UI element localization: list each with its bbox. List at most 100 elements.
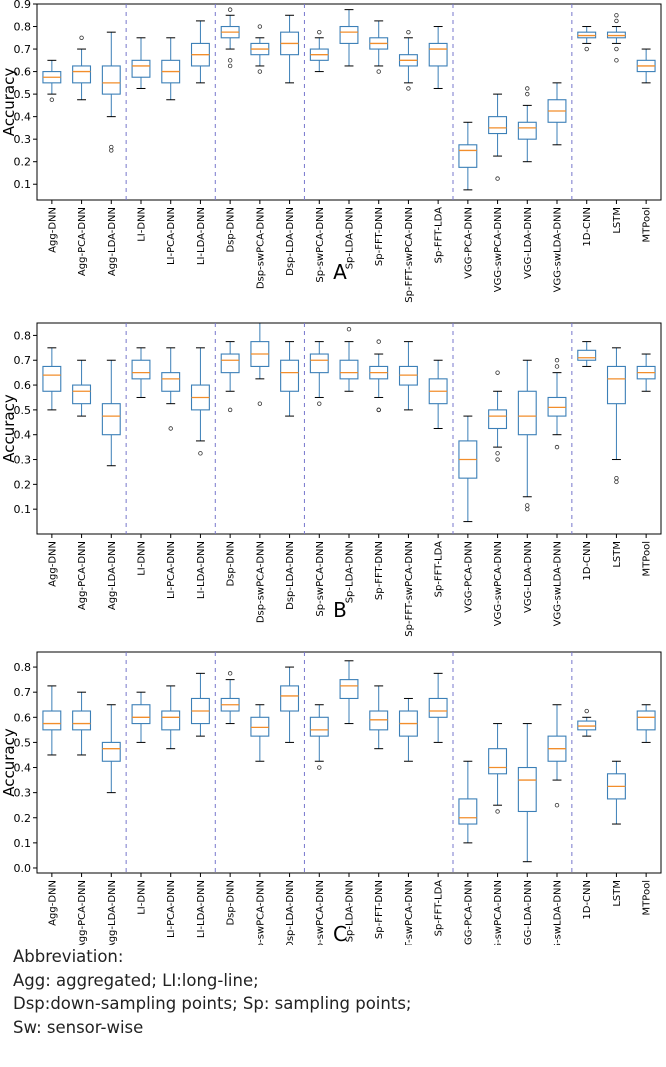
box-iqr <box>280 359 300 392</box>
box-iqr <box>428 697 448 718</box>
x-tick-label: Sp-FFT-swPCA-DNN <box>404 880 415 945</box>
y-tick-label: 0.4 <box>14 111 32 124</box>
box-outlier <box>554 358 560 363</box>
box-iqr <box>488 748 508 775</box>
x-tick-label: LI-LDA-DNN <box>196 207 207 265</box>
box-outlier <box>554 802 560 808</box>
x-tick-label: VGG-LDA-DNN <box>523 541 534 613</box>
x-tick-label: LSTM <box>612 541 623 568</box>
x-tick-label: 1D-CNN <box>582 880 593 920</box>
x-tick-label: Dsp-LDA-DNN <box>285 880 296 945</box>
x-tick-label: LI-DNN <box>137 207 148 242</box>
x-tick-label: LI-PCA-DNN <box>166 541 177 599</box>
box-outlier <box>614 46 619 52</box>
y-tick-label: 0.6 <box>14 711 32 724</box>
boxplot-figure: 0.1 0.2 0.3 0.4 0.5 0.6 0.7 0.8 0.9 Accuracy Agg-D… <box>0 0 662 945</box>
box-iqr <box>488 116 508 135</box>
x-tick-label: Sp-FFT-DNN <box>374 207 385 266</box>
y-tick-label: 0.7 <box>14 354 32 367</box>
x-tick-label: LSTM <box>612 207 623 234</box>
y-tick-label: 0.6 <box>14 66 32 79</box>
y-tick-label: 0.2 <box>14 156 32 169</box>
box-outlier <box>495 451 500 456</box>
box-outlier <box>495 809 500 814</box>
box-outlier <box>49 97 55 102</box>
x-tick-label: Sp-LDA-DNN <box>345 880 356 942</box>
box-iqr <box>220 353 240 374</box>
box-outlier <box>614 479 619 485</box>
y-axis-label: Accuracy <box>0 68 18 137</box>
box-outlier <box>198 451 203 456</box>
x-tick-label: LI-PCA-DNN <box>166 207 177 265</box>
box-iqr <box>517 390 537 436</box>
y-tick-label: 0.3 <box>14 787 32 800</box>
box-outlier <box>257 69 263 74</box>
box-outlier <box>317 29 322 35</box>
x-tick-label: MTPool <box>642 207 653 242</box>
x-tick-label: Sp-FFT-swPCA-DNN <box>404 541 415 637</box>
x-tick-label: Dsp-swPCA-DNN <box>255 880 266 945</box>
box-iqr <box>339 359 359 380</box>
box-outlier <box>406 29 411 35</box>
box-iqr <box>42 710 62 731</box>
box-iqr <box>72 710 92 731</box>
box-outlier <box>525 91 530 97</box>
box-iqr <box>101 403 121 436</box>
box-iqr <box>101 65 121 95</box>
x-tick-label: VGG-swPCA-DNN <box>493 880 504 945</box>
y-tick-label: 0.1 <box>14 837 32 850</box>
box-outlier <box>376 339 381 344</box>
box-iqr <box>72 384 92 405</box>
x-tick-label: LI-LDA-DNN <box>196 880 207 938</box>
box-iqr <box>161 372 181 392</box>
box-outlier <box>584 708 589 714</box>
x-tick-label: Agg-LDA-DNN <box>107 207 118 276</box>
box-outlier <box>227 63 233 69</box>
x-tick-label: MTPool <box>642 541 653 576</box>
y-tick-label: 0.4 <box>14 429 32 442</box>
abbreviation-line-1: Agg: aggregated; LI:long-line; <box>13 970 259 990</box>
box-outlier <box>525 506 530 512</box>
box-iqr <box>636 710 656 731</box>
x-tick-label: Sp-FFT-LDA <box>434 207 445 264</box>
x-tick-label: Dsp-LDA-DNN <box>285 541 296 610</box>
y-tick-label: 0.1 <box>14 503 32 516</box>
x-tick-label: LI-PCA-DNN <box>166 880 177 938</box>
box-outlier <box>495 176 500 181</box>
x-tick-label: 1D-CNN <box>582 207 593 247</box>
y-tick-label: 0.6 <box>14 379 32 392</box>
abbreviation-line-2: Dsp:down-sampling points; Sp: sampling p… <box>13 994 412 1013</box>
plot-frame <box>36 3 662 201</box>
x-tick-label: VGG-PCA-DNN <box>463 207 474 279</box>
x-tick-label: VGG-PCA-DNN <box>463 880 474 945</box>
box-outlier <box>227 58 233 63</box>
y-tick-label: 0.5 <box>14 88 32 101</box>
box-outlier <box>257 24 263 29</box>
x-tick-label: LI-LDA-DNN <box>196 541 207 599</box>
box-iqr <box>428 42 448 67</box>
box-outlier <box>227 671 233 676</box>
box-outlier <box>584 46 589 52</box>
x-tick-label: Agg-DNN <box>47 880 58 926</box>
y-tick-label: 0.5 <box>14 404 32 417</box>
x-tick-label: Sp-LDA-DNN <box>345 541 356 603</box>
y-tick-label: 0.7 <box>14 686 32 699</box>
box-outlier <box>614 13 619 18</box>
box-iqr <box>131 359 151 380</box>
box-iqr <box>280 685 300 712</box>
box-iqr <box>131 59 151 78</box>
box-iqr <box>577 349 597 361</box>
box-iqr <box>517 121 537 140</box>
box-iqr <box>488 409 508 430</box>
box-outlier <box>168 426 173 431</box>
x-tick-label: Agg-PCA-DNN <box>77 541 88 610</box>
y-tick-label: 0.8 <box>14 21 32 34</box>
y-tick-label: 0.8 <box>14 661 32 674</box>
box-iqr <box>606 365 626 405</box>
panel-label: A <box>333 260 347 284</box>
box-iqr <box>42 365 62 392</box>
box-iqr <box>72 65 92 84</box>
box-iqr <box>309 716 329 737</box>
y-tick-label: 0.3 <box>14 133 32 146</box>
box-outlier <box>525 503 530 508</box>
